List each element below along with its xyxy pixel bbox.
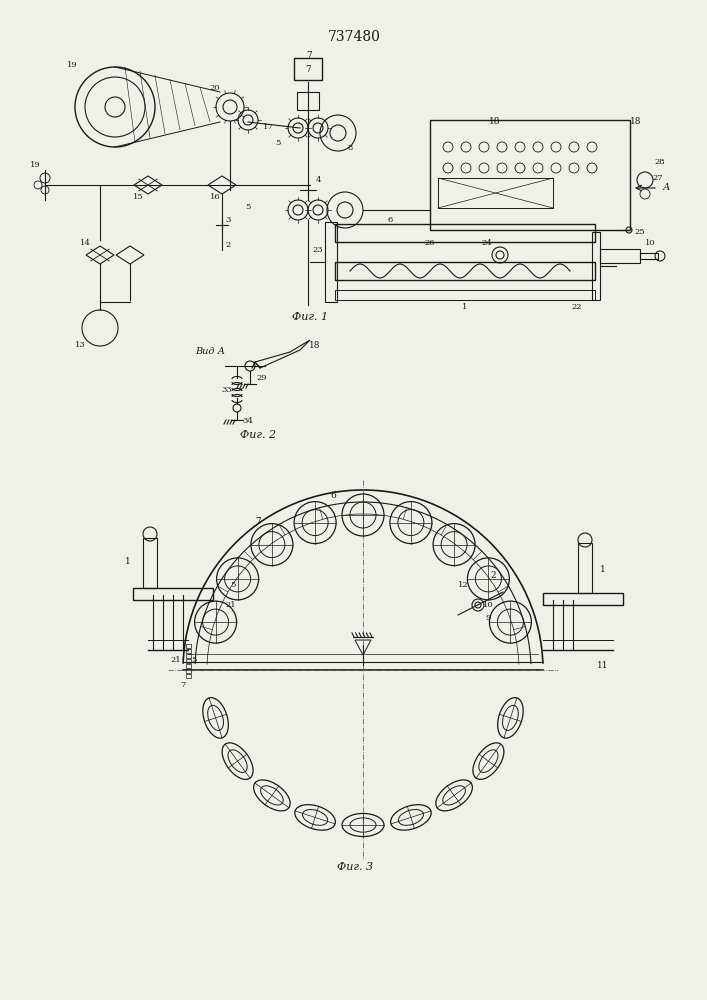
Text: 7: 7 [306, 50, 312, 60]
Text: 34: 34 [243, 417, 253, 425]
Text: Фиг. 1: Фиг. 1 [292, 312, 328, 322]
Text: 17: 17 [262, 123, 274, 131]
Text: А: А [662, 184, 670, 192]
Bar [335, 262, 595, 280]
Text: 18: 18 [630, 116, 642, 125]
Text: 14: 14 [80, 239, 90, 247]
Text: 5: 5 [245, 203, 251, 211]
Bar [133, 588, 213, 600]
Text: 21: 21 [170, 656, 181, 664]
Text: 20: 20 [210, 84, 221, 92]
Text: 28: 28 [655, 158, 665, 166]
Bar [186, 674, 191, 678]
Text: 737480: 737480 [327, 30, 380, 44]
Text: 5: 5 [230, 581, 235, 589]
Text: 4: 4 [315, 176, 321, 184]
Bar [640, 253, 658, 259]
Text: 1: 1 [125, 558, 131, 566]
Text: 19: 19 [30, 161, 40, 169]
Text: 6: 6 [387, 216, 392, 224]
Text: 5: 5 [192, 656, 197, 664]
Text: 24: 24 [481, 239, 492, 247]
Text: Фиг. 2: Фиг. 2 [240, 430, 276, 440]
Text: 10: 10 [483, 601, 493, 609]
Bar [297, 92, 319, 110]
Text: 5: 5 [275, 139, 281, 147]
Text: 26: 26 [425, 239, 436, 247]
Bar [438, 178, 553, 208]
Text: 25: 25 [635, 228, 645, 236]
Text: Фиг. 3: Фиг. 3 [337, 862, 373, 872]
Bar [186, 664, 191, 668]
Text: 9: 9 [485, 614, 491, 622]
Bar [335, 290, 595, 300]
Bar [430, 120, 630, 230]
Bar [592, 232, 600, 300]
Bar [294, 58, 322, 80]
Text: 2: 2 [226, 241, 230, 249]
Text: Вид А: Вид А [195, 348, 225, 357]
Text: 33: 33 [221, 386, 233, 394]
Text: 29: 29 [257, 374, 267, 382]
Bar [578, 543, 592, 593]
Text: 7: 7 [255, 518, 261, 526]
Bar [600, 249, 640, 263]
Text: 1: 1 [600, 566, 606, 574]
Text: 7: 7 [305, 64, 311, 74]
Text: 11: 11 [597, 660, 609, 670]
Text: 13: 13 [75, 341, 86, 349]
Text: 8: 8 [347, 144, 353, 152]
Text: 12: 12 [457, 581, 468, 589]
Text: 15: 15 [133, 193, 144, 201]
Bar [325, 222, 337, 302]
Bar [143, 538, 157, 588]
Text: 18: 18 [309, 340, 321, 350]
Bar [186, 644, 191, 648]
Text: 10: 10 [645, 239, 655, 247]
Text: 6: 6 [330, 490, 336, 499]
Bar [335, 224, 595, 242]
Text: 22: 22 [572, 303, 583, 311]
Text: 18: 18 [489, 116, 501, 125]
Bar [186, 649, 191, 653]
Bar [186, 659, 191, 663]
Text: 27: 27 [653, 174, 663, 182]
Text: 2: 2 [490, 570, 496, 580]
Text: 21: 21 [226, 601, 236, 609]
Text: 7: 7 [180, 681, 186, 689]
Text: 1: 1 [462, 303, 468, 311]
Text: 23: 23 [312, 246, 323, 254]
Bar [186, 669, 191, 673]
Text: 3: 3 [226, 216, 230, 224]
Text: 16: 16 [210, 193, 221, 201]
Bar [543, 593, 623, 605]
Text: 19: 19 [66, 61, 77, 69]
Bar [186, 654, 191, 658]
